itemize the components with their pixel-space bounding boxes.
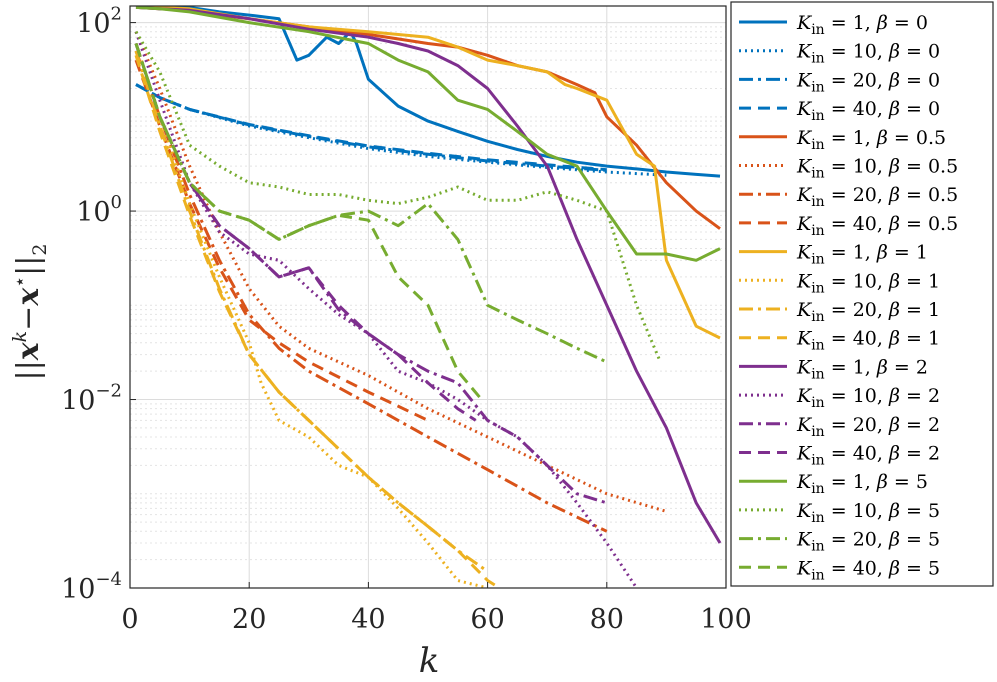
series-layer: [134, 6, 722, 588]
legend-label-12: Kin = 1, β = 2: [796, 356, 928, 382]
series-line-0: [135, 6, 721, 178]
x-tick-label: 100: [700, 604, 752, 635]
legend-label-16: Kin = 1, β = 5: [796, 471, 928, 497]
legend-label-13: Kin = 10, β = 2: [796, 385, 940, 411]
legend-label-8: Kin = 1, β = 1: [796, 242, 928, 268]
series-line-16: [135, 6, 721, 262]
series-line-19: [134, 43, 483, 401]
legend-label-18: Kin = 20, β = 5: [796, 529, 940, 555]
y-axis-label-text: ||xk−x⋆||2: [9, 244, 51, 381]
legend-box: [730, 1, 994, 587]
legend-label-1: Kin = 10, β = 0: [796, 41, 940, 67]
legend-label-7: Kin = 40, β = 0.5: [796, 213, 958, 239]
legend-label-2: Kin = 20, β = 0: [796, 69, 940, 95]
series-line-14: [134, 43, 608, 505]
grid: [129, 6, 727, 589]
series-line-15: [134, 43, 477, 422]
y-tick-label: 10−4: [61, 569, 122, 605]
series-line-3: [135, 83, 607, 172]
legend-label-9: Kin = 10, β = 1: [796, 270, 940, 296]
legend-label-19: Kin = 40, β = 5: [796, 557, 940, 583]
legend-label-17: Kin = 10, β = 5: [796, 500, 940, 526]
series-line-7: [134, 59, 429, 422]
legend-label-10: Kin = 20, β = 1: [796, 299, 940, 325]
legend-label-15: Kin = 40, β = 2: [796, 443, 940, 469]
series-line-9: [134, 43, 488, 588]
axes-box: [129, 5, 727, 589]
legend-label-0: Kin = 1, β = 0: [796, 12, 928, 38]
x-tick-label: 40: [351, 604, 385, 635]
x-tick-label: 80: [590, 604, 624, 635]
series-line-17: [134, 30, 662, 363]
y-tick-label: 102: [76, 4, 122, 40]
tick-labels: 0 20 40 60 80 100 10−4 10−2 100 102: [61, 4, 752, 635]
y-tick-label: 10−2: [61, 381, 122, 417]
x-tick-label: 20: [232, 604, 266, 635]
legend-label-3: Kin = 40, β = 0: [796, 98, 940, 124]
legend-label-4: Kin = 1, β = 0.5: [796, 127, 946, 153]
x-tick-label: 0: [121, 604, 138, 635]
series-line-18: [134, 43, 608, 364]
legend-label-14: Kin = 20, β = 2: [796, 414, 940, 440]
series-line-5: [134, 31, 667, 513]
y-tick-label: 100: [76, 192, 122, 228]
y-axis-label: ||xk−x⋆||2: [9, 244, 51, 381]
x-tick-label: 60: [470, 604, 504, 635]
series-line-12: [135, 6, 722, 544]
legend-label-6: Kin = 20, β = 0.5: [796, 184, 958, 210]
series-line-2: [135, 83, 607, 172]
series-line-11: [134, 54, 501, 588]
legend-label-11: Kin = 40, β = 1: [796, 328, 940, 354]
legend-label-5: Kin = 10, β = 0.5: [796, 156, 958, 182]
x-axis-label: k: [419, 641, 440, 681]
series-line-6: [134, 50, 608, 533]
